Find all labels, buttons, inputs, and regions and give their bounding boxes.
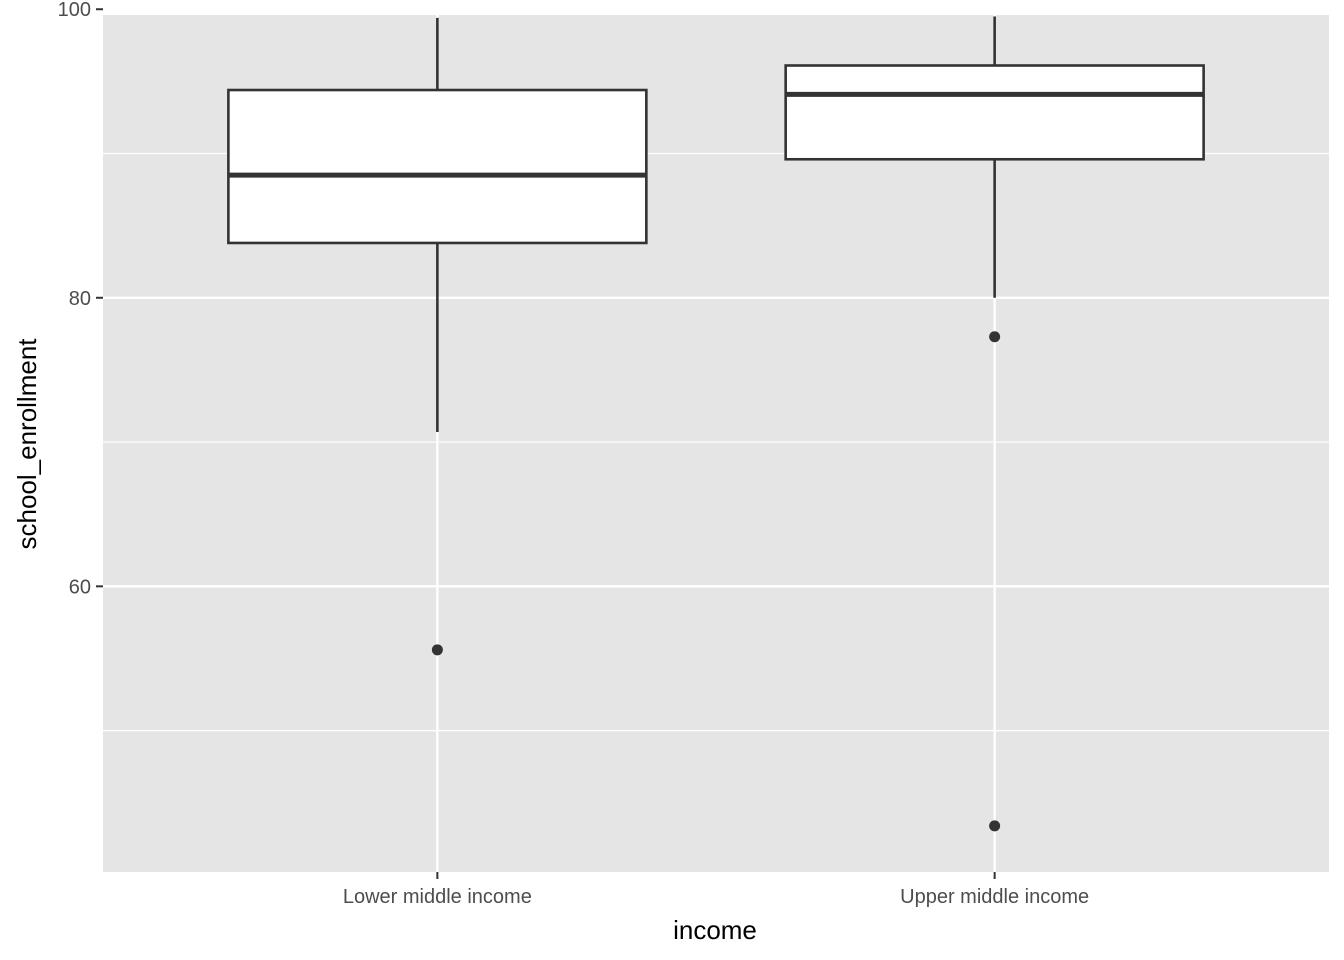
box-group-1: [227, 17, 648, 656]
y-tick-label: 80: [69, 288, 91, 310]
y-tick-label: 60: [69, 576, 91, 598]
outlier-point: [989, 331, 1001, 343]
outlier-point: [431, 644, 443, 656]
box-group-2: [784, 16, 1205, 832]
outlier-point: [989, 820, 1001, 832]
x-tick-label: Lower middle income: [343, 886, 532, 908]
x-axis-title: income: [673, 915, 757, 945]
y-tick-label: 100: [58, 0, 91, 21]
box-iqr: [227, 88, 648, 245]
y-axis-title: school_enrollment: [12, 338, 42, 550]
box-iqr: [784, 64, 1205, 161]
x-axis: Lower middle income Upper middle income: [343, 872, 1089, 908]
boxes: [227, 16, 1205, 832]
x-tick-label: Upper middle income: [900, 886, 1089, 908]
y-axis: 60 80 100: [58, 0, 103, 598]
